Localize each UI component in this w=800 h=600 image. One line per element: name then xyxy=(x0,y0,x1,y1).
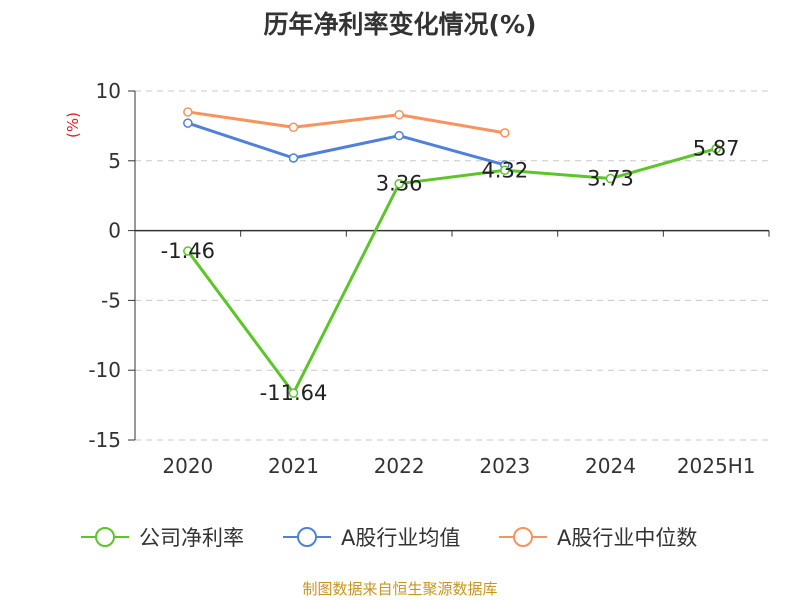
data-point-2 xyxy=(394,109,404,120)
chart-title: 历年净利率变化情况(%) xyxy=(264,10,537,39)
y-unit-label: (%) xyxy=(64,112,82,138)
legend-label: A股行业均值 xyxy=(341,526,460,550)
series-line-1 xyxy=(187,121,506,167)
source-note: 制图数据来自恒生聚源数据库 xyxy=(302,580,497,598)
series-layer xyxy=(183,107,721,398)
y-tick-label: -10 xyxy=(88,358,121,382)
data-point-2 xyxy=(183,107,193,117)
legend-marker xyxy=(95,527,115,547)
data-point-0 xyxy=(500,165,510,176)
y-tick-label: 10 xyxy=(96,79,121,103)
legend-label: A股行业中位数 xyxy=(557,526,697,550)
data-point-1 xyxy=(288,153,299,163)
legend: 公司净利率 A股行业均值 A股行业中位数 xyxy=(81,526,697,550)
data-point-0 xyxy=(711,143,721,154)
data-point-0 xyxy=(394,178,404,189)
x-tick-label: 2024 xyxy=(585,454,636,478)
data-label: -1.46 xyxy=(161,239,215,263)
data-point-0 xyxy=(288,388,299,398)
grid-lines xyxy=(135,90,769,441)
x-tick-label: 2025H1 xyxy=(677,454,756,478)
data-point-1 xyxy=(394,130,404,141)
x-tick-label: 2023 xyxy=(479,454,530,478)
series-line-0 xyxy=(186,147,717,395)
data-labels: -1.46 -11.64 3.36 4.32 3.73 5.87 xyxy=(161,137,740,405)
y-tick-label: 5 xyxy=(108,149,121,173)
data-point-2 xyxy=(288,122,299,133)
legend-label: 公司净利率 xyxy=(139,526,244,550)
y-tick-label: -5 xyxy=(101,288,121,312)
y-tick-label: 0 xyxy=(108,219,121,243)
x-tick-label: 2022 xyxy=(374,454,425,478)
data-label: 3.73 xyxy=(587,167,634,191)
series-line-2 xyxy=(187,110,506,135)
legend-marker xyxy=(513,527,533,547)
data-point-2 xyxy=(500,128,510,138)
data-label: 3.36 xyxy=(376,172,423,196)
y-tick-label: -15 xyxy=(88,428,121,452)
x-tick-label: 2021 xyxy=(268,454,319,478)
legend-marker xyxy=(297,527,317,547)
data-point-0 xyxy=(605,173,616,184)
data-label: 4.32 xyxy=(481,158,528,182)
data-point-0 xyxy=(183,246,193,256)
x-tick-label: 2020 xyxy=(162,454,213,478)
data-label: -11.64 xyxy=(260,381,328,405)
data-point-1 xyxy=(183,118,193,128)
data-label: 5.87 xyxy=(693,137,740,161)
axes: 10 5 0 -5 -10 -15 2020 2021 2022 2023 2024 2025H1 xyxy=(88,79,770,478)
